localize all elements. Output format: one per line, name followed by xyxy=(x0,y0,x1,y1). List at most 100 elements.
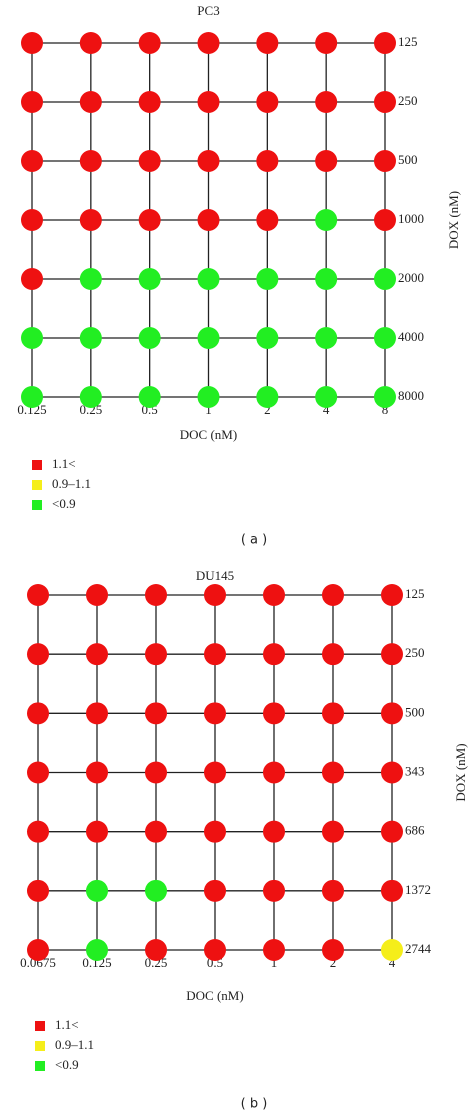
cell-dot xyxy=(263,643,285,666)
legend-label: 1.1< xyxy=(52,456,76,471)
cell-dot xyxy=(21,209,43,231)
y-tick-label: 4000 xyxy=(398,329,424,344)
cell-dot xyxy=(197,91,220,113)
legend-label: <0.9 xyxy=(52,496,76,511)
chart-title: DU145 xyxy=(196,568,234,583)
cell-dot xyxy=(138,386,161,408)
legend-swatch xyxy=(35,1061,45,1071)
cell-dot xyxy=(374,327,396,349)
cell-dot xyxy=(381,702,403,725)
cell-dot xyxy=(322,643,344,666)
cell-dot xyxy=(315,268,338,290)
cell-dot xyxy=(322,879,344,902)
cell-dot xyxy=(79,32,102,54)
cell-dot xyxy=(86,643,108,666)
cell-dot xyxy=(256,327,279,349)
legend-swatch xyxy=(32,500,42,510)
cell-dot xyxy=(256,268,279,290)
cell-dot xyxy=(86,820,108,843)
cell-dot xyxy=(145,643,167,666)
y-tick-label: 1000 xyxy=(398,211,424,226)
y-tick-label: 8000 xyxy=(398,388,424,403)
cell-dot xyxy=(374,32,396,54)
x-tick-label: 1 xyxy=(205,402,212,417)
cell-dot xyxy=(145,939,167,961)
cell-dot xyxy=(79,386,102,408)
cell-dot xyxy=(263,939,285,961)
cell-dot xyxy=(138,91,161,113)
cell-dot xyxy=(27,879,49,902)
y-tick-label: 125 xyxy=(398,34,418,49)
cell-dot xyxy=(86,702,108,725)
cell-dot xyxy=(263,820,285,843)
cell-dot xyxy=(263,879,285,902)
cell-dot xyxy=(374,268,396,290)
cell-dot xyxy=(79,150,102,172)
cell-dot xyxy=(315,209,338,231)
x-tick-label: 4 xyxy=(323,402,330,417)
cell-dot xyxy=(374,91,396,113)
cell-dot xyxy=(21,327,43,349)
cell-dot xyxy=(138,268,161,290)
cell-dot xyxy=(315,32,338,54)
cell-dot xyxy=(204,820,226,843)
cell-dot xyxy=(374,150,396,172)
legend-label: 1.1< xyxy=(55,1017,79,1032)
cell-dot xyxy=(263,761,285,784)
x-tick-label: 2 xyxy=(264,402,271,417)
cell-dot xyxy=(79,209,102,231)
cell-dot xyxy=(79,91,102,113)
x-tick-label: 2 xyxy=(330,955,337,970)
y-axis-label: DOX (nM) xyxy=(446,191,461,249)
x-axis-label: DOC (nM) xyxy=(180,427,237,442)
cell-dot xyxy=(322,702,344,725)
y-tick-label: 2744 xyxy=(405,941,432,956)
x-axis-label: DOC (nM) xyxy=(186,988,243,1003)
legend-swatch xyxy=(35,1041,45,1051)
cell-dot xyxy=(374,386,396,408)
cell-dot xyxy=(322,761,344,784)
cell-dot xyxy=(204,643,226,666)
cell-dot xyxy=(263,584,285,606)
x-tick-label: 0.125 xyxy=(82,955,111,970)
x-tick-label: 8 xyxy=(382,402,389,417)
cell-dot xyxy=(315,91,338,113)
x-tick-label: 0.0675 xyxy=(20,955,56,970)
y-tick-label: 1372 xyxy=(405,882,431,897)
cell-dot xyxy=(256,91,279,113)
y-tick-label: 686 xyxy=(405,823,425,838)
y-tick-label: 250 xyxy=(398,93,418,108)
cell-dot xyxy=(27,761,49,784)
cell-dot xyxy=(197,32,220,54)
cell-dot xyxy=(381,879,403,902)
chart-title: PC3 xyxy=(197,3,219,18)
cell-dot xyxy=(204,939,226,961)
cell-dot xyxy=(27,820,49,843)
cell-dot xyxy=(27,939,49,961)
legend-label: 0.9–1.1 xyxy=(55,1037,94,1052)
cell-dot xyxy=(315,386,338,408)
cell-dot xyxy=(145,584,167,606)
cell-dot xyxy=(263,702,285,725)
cell-dot xyxy=(381,643,403,666)
cell-dot xyxy=(197,386,220,408)
x-tick-label: 1 xyxy=(271,955,278,970)
cell-dot xyxy=(197,150,220,172)
cell-dot xyxy=(145,702,167,725)
cell-dot xyxy=(381,761,403,784)
y-tick-label: 343 xyxy=(405,763,425,778)
cell-dot xyxy=(21,268,43,290)
legend-swatch xyxy=(32,460,42,470)
y-tick-label: 2000 xyxy=(398,270,424,285)
cell-dot xyxy=(27,643,49,666)
legend-label: <0.9 xyxy=(55,1057,79,1072)
caption: ( b ) xyxy=(241,1097,268,1112)
cell-dot xyxy=(197,209,220,231)
y-tick-label: 250 xyxy=(405,645,425,660)
cell-dot xyxy=(204,761,226,784)
y-axis-label: DOX (nM) xyxy=(453,743,468,801)
cell-dot xyxy=(21,386,43,408)
cell-dot xyxy=(86,761,108,784)
